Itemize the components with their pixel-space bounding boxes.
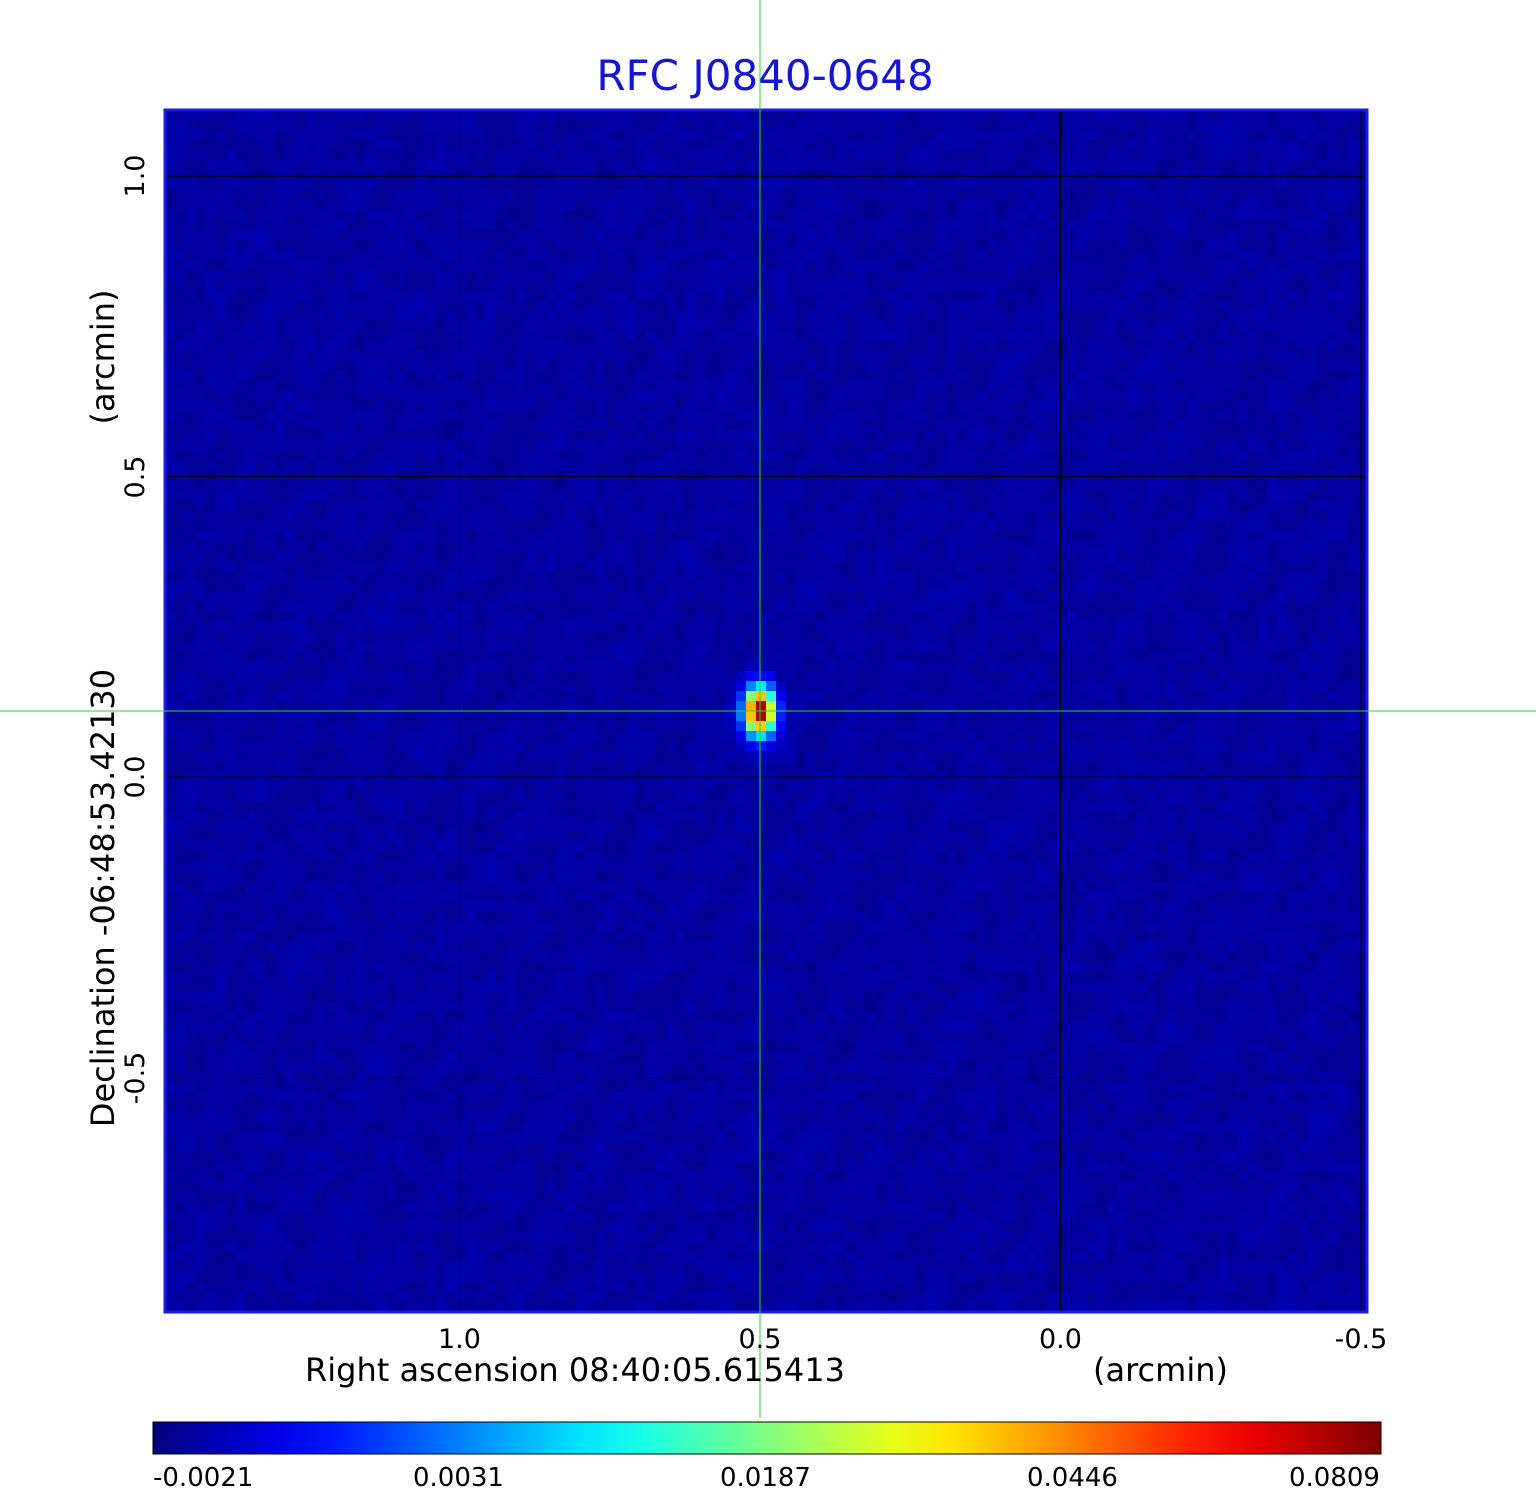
colorbar-tick-label: 0.0187 bbox=[720, 1463, 811, 1493]
colorbar-tick-label: 0.0031 bbox=[413, 1463, 504, 1493]
y-tick-label: -0.5 bbox=[120, 1051, 151, 1104]
y-axis-label: Declination -06:48:53.42130 bbox=[84, 668, 122, 1128]
x-axis-label: Right ascension 08:40:05.615413 bbox=[305, 1351, 845, 1389]
chart-title: RFC J0840-0648 bbox=[596, 51, 934, 100]
y-axis-unit: (arcmin) bbox=[84, 289, 122, 425]
x-axis-unit: (arcmin) bbox=[1093, 1351, 1228, 1389]
x-tick-label: 0.0 bbox=[1039, 1324, 1082, 1355]
colorbar bbox=[152, 1421, 1382, 1455]
colorbar-tick-label: 0.0446 bbox=[1027, 1463, 1118, 1493]
y-tick-label: 0.0 bbox=[120, 755, 151, 799]
colorbar-tick-label: 0.0809 bbox=[1289, 1463, 1380, 1493]
x-tick-label: 0.5 bbox=[738, 1324, 782, 1355]
y-tick-label: 0.5 bbox=[120, 455, 151, 499]
x-tick-label: 1.0 bbox=[438, 1324, 481, 1355]
x-tick-label: -0.5 bbox=[1334, 1324, 1388, 1355]
y-tick-label: 1.0 bbox=[120, 154, 151, 198]
colorbar-tick-label: -0.0021 bbox=[153, 1463, 254, 1493]
